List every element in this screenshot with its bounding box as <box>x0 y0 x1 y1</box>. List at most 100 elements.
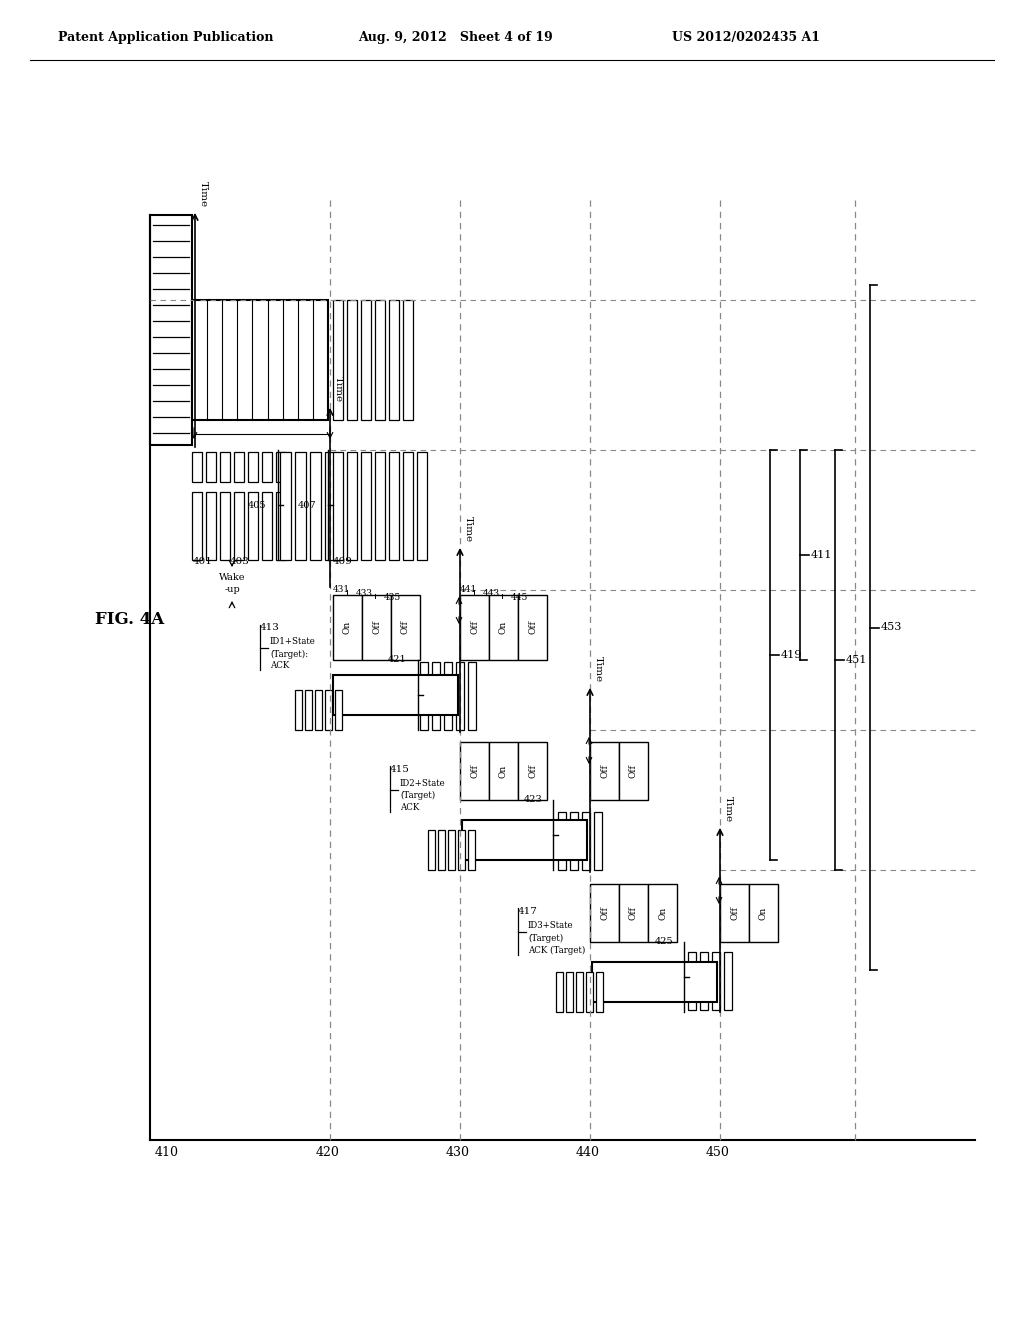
Text: Off: Off <box>470 620 479 635</box>
Bar <box>391 595 420 660</box>
Text: Off: Off <box>470 764 479 777</box>
Text: 440: 440 <box>575 1146 600 1159</box>
Bar <box>518 595 547 660</box>
Text: Off: Off <box>528 620 537 635</box>
Bar <box>518 742 547 800</box>
Text: ID1+State: ID1+State <box>270 638 315 647</box>
Text: On: On <box>658 907 667 920</box>
Bar <box>489 742 518 800</box>
Bar <box>375 300 385 420</box>
Bar <box>295 690 302 730</box>
Bar <box>460 595 489 660</box>
Bar <box>361 300 371 420</box>
Bar <box>403 300 413 420</box>
Text: On: On <box>499 620 508 634</box>
Text: 410: 410 <box>155 1146 179 1159</box>
Bar <box>749 884 778 942</box>
Bar <box>594 812 602 870</box>
Bar <box>389 300 399 420</box>
Bar <box>456 663 464 730</box>
Bar <box>333 451 343 560</box>
Bar <box>648 884 677 942</box>
Text: Off: Off <box>629 906 638 920</box>
Bar <box>315 690 322 730</box>
Text: On: On <box>343 620 352 634</box>
Bar <box>333 300 343 420</box>
Text: Off: Off <box>629 764 638 777</box>
Bar <box>310 451 321 560</box>
Bar <box>556 972 563 1012</box>
Bar <box>347 300 357 420</box>
Bar <box>720 884 749 942</box>
Text: Time: Time <box>464 516 473 543</box>
Text: 423: 423 <box>523 796 542 804</box>
Bar <box>305 690 312 730</box>
Text: 417: 417 <box>518 908 538 916</box>
Bar <box>280 451 291 560</box>
Text: 450: 450 <box>706 1146 730 1159</box>
Bar <box>234 492 244 560</box>
Text: Time: Time <box>724 796 733 822</box>
Text: Off: Off <box>372 620 381 635</box>
Bar <box>420 663 428 730</box>
Text: 453: 453 <box>881 623 902 632</box>
Bar <box>262 451 272 482</box>
Text: Time: Time <box>334 376 343 403</box>
Bar <box>712 952 720 1010</box>
Bar <box>590 742 618 800</box>
Bar <box>276 451 286 482</box>
Text: ID2+State: ID2+State <box>400 779 445 788</box>
Bar <box>458 830 465 870</box>
Text: Off: Off <box>401 620 410 635</box>
Bar <box>700 952 708 1010</box>
Text: 451: 451 <box>846 655 867 665</box>
Text: Aug. 9, 2012   Sheet 4 of 19: Aug. 9, 2012 Sheet 4 of 19 <box>358 30 553 44</box>
Text: 433: 433 <box>356 590 373 598</box>
Bar <box>295 451 306 560</box>
Bar <box>438 830 445 870</box>
Bar <box>335 690 342 730</box>
Bar <box>220 451 230 482</box>
Text: 419: 419 <box>781 649 803 660</box>
Text: ID3+State: ID3+State <box>528 921 573 931</box>
Bar <box>618 884 648 942</box>
Bar <box>417 451 427 560</box>
Bar <box>462 820 587 861</box>
Bar <box>262 492 272 560</box>
Bar <box>460 742 489 800</box>
Bar <box>449 830 455 870</box>
Text: 425: 425 <box>654 937 673 946</box>
Bar <box>206 492 216 560</box>
Text: 441: 441 <box>460 586 477 594</box>
Bar <box>590 884 618 942</box>
Text: US 2012/0202435 A1: US 2012/0202435 A1 <box>672 30 820 44</box>
Bar <box>468 830 475 870</box>
Bar <box>193 451 202 482</box>
Text: 413: 413 <box>260 623 280 632</box>
Text: ACK (Target): ACK (Target) <box>528 945 586 954</box>
Bar <box>444 663 452 730</box>
Text: On: On <box>759 907 768 920</box>
Bar <box>582 812 590 870</box>
Bar <box>234 451 244 482</box>
Bar <box>248 451 258 482</box>
Text: 405: 405 <box>248 500 266 510</box>
Bar <box>193 492 202 560</box>
Text: FIG. 4A: FIG. 4A <box>95 611 164 628</box>
Bar <box>403 451 413 560</box>
Text: 430: 430 <box>446 1146 470 1159</box>
Bar <box>276 492 286 560</box>
Text: Patent Application Publication: Patent Application Publication <box>58 30 273 44</box>
Text: (Target):: (Target): <box>270 649 308 659</box>
Bar <box>333 675 458 715</box>
Bar <box>375 451 385 560</box>
Text: ACK: ACK <box>270 661 290 671</box>
Bar <box>325 690 332 730</box>
Bar <box>361 451 371 560</box>
Bar <box>575 972 583 1012</box>
Text: Wake: Wake <box>219 573 246 582</box>
Bar <box>688 952 696 1010</box>
Bar <box>592 962 717 1002</box>
Text: 443: 443 <box>483 590 500 598</box>
Text: Time: Time <box>594 656 603 682</box>
